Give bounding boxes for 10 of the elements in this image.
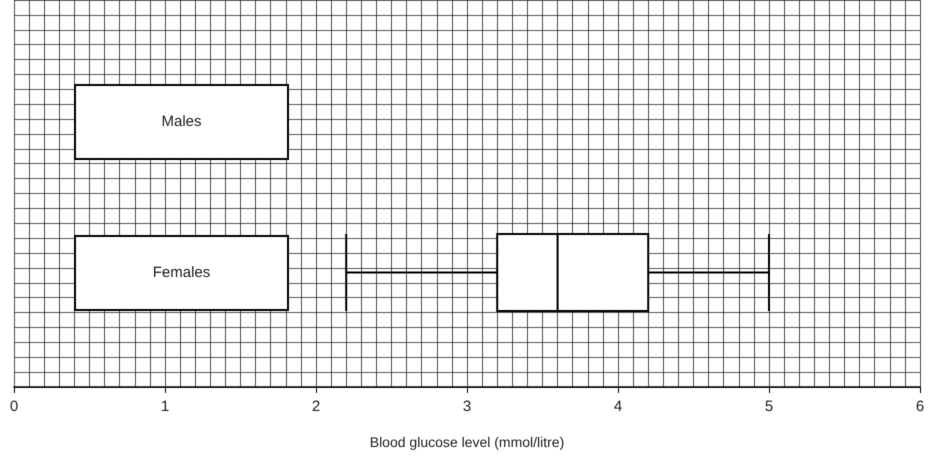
x-tick-label: 2 (312, 398, 320, 415)
y-tick-label: Males (161, 112, 202, 130)
y-tick-label: Females (152, 264, 210, 280)
x-tick-label: 0 (10, 398, 18, 415)
x-tick-label: 3 (462, 398, 472, 415)
x-tick-label: 6 (916, 398, 924, 415)
x-tick-label: 4 (614, 398, 622, 415)
x-axis-title: Blood glucose level (mmol/litre) (370, 434, 564, 450)
x-tick-label: 5 (764, 398, 774, 415)
x-tick-label: 1 (160, 398, 170, 415)
